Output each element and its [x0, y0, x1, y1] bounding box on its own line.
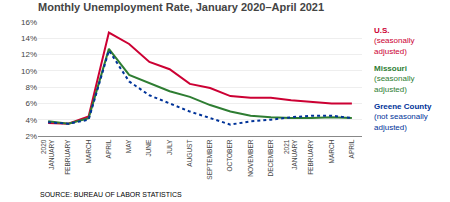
svg-text:12%: 12%: [21, 50, 37, 59]
svg-text:MARCH: MARCH: [328, 139, 335, 163]
svg-text:Missouri(seasonallyadjusted): Missouri(seasonallyadjusted): [374, 64, 414, 94]
svg-text:Monthly Unemployment Rate, Jan: Monthly Unemployment Rate, January 2020–…: [38, 1, 324, 13]
svg-text:2021JANUARY: 2021JANUARY: [283, 139, 298, 170]
svg-text:MAY: MAY: [125, 139, 132, 153]
svg-text:NOVEMBER: NOVEMBER: [247, 139, 254, 177]
svg-text:Greene County(not seasonallyad: Greene County(not seasonallyadjusted): [374, 102, 432, 132]
svg-text:6%: 6%: [25, 99, 37, 108]
svg-text:14%: 14%: [21, 34, 37, 43]
svg-text:OCTOBER: OCTOBER: [226, 139, 233, 171]
svg-text:FEBRUARY: FEBRUARY: [307, 139, 314, 175]
svg-text:JUNE: JUNE: [145, 139, 152, 157]
svg-text:APRIL: APRIL: [348, 139, 355, 158]
svg-text:FEBRUARY: FEBRUARY: [64, 139, 71, 175]
svg-text:10%: 10%: [21, 67, 37, 76]
svg-text:SEPTEMBER: SEPTEMBER: [206, 139, 213, 179]
svg-text:AUGUST: AUGUST: [186, 140, 193, 167]
svg-text:2%: 2%: [25, 132, 37, 141]
svg-text:8%: 8%: [25, 83, 37, 92]
svg-text:U.S.(seasonallyadjusted): U.S.(seasonallyadjusted): [374, 26, 414, 56]
svg-text:16%: 16%: [21, 18, 37, 27]
svg-text:JULY: JULY: [166, 139, 173, 155]
svg-text:SOURCE: BUREAU OF LABOR STATIS: SOURCE: BUREAU OF LABOR STATISTICS: [40, 191, 182, 198]
svg-text:2020JANUARY: 2020JANUARY: [40, 139, 55, 170]
svg-text:APRIL: APRIL: [105, 139, 112, 158]
svg-text:DECEMBER: DECEMBER: [267, 139, 274, 176]
svg-text:4%: 4%: [25, 116, 37, 125]
svg-text:MARCH: MARCH: [85, 139, 92, 163]
